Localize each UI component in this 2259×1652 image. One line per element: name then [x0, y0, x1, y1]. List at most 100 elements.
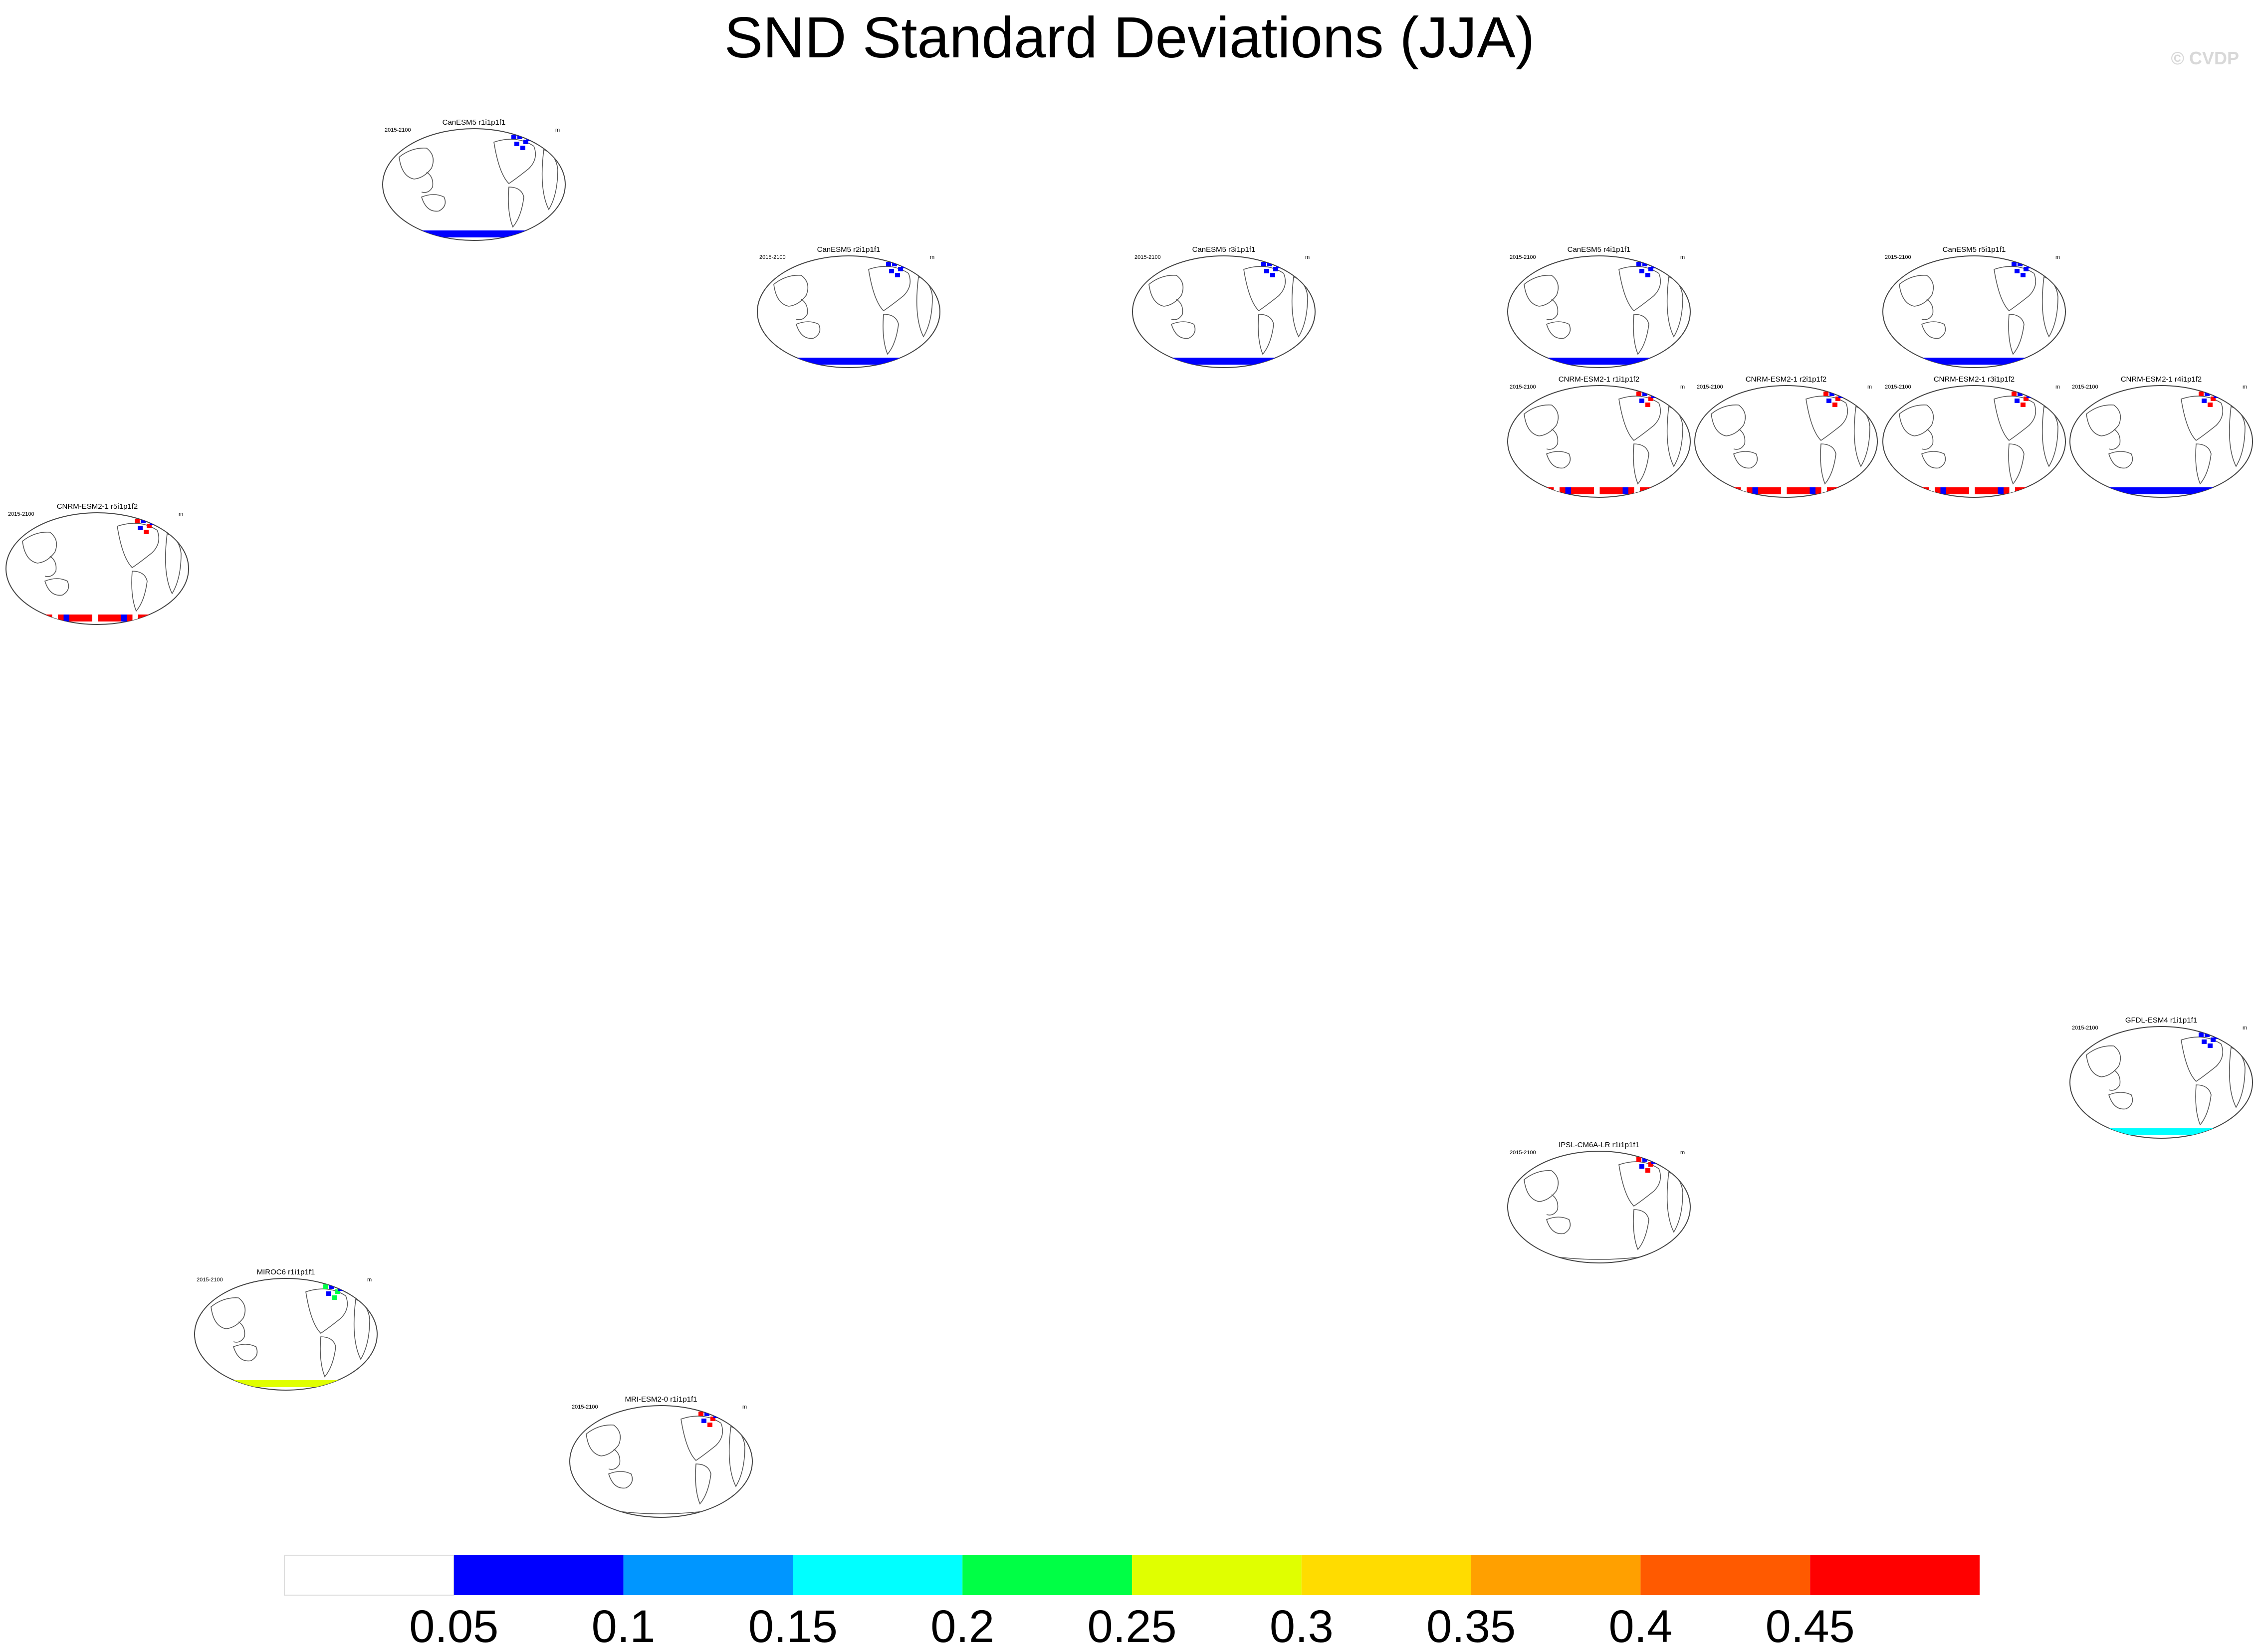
coastline: [2108, 451, 2133, 469]
coastline: [320, 1336, 336, 1378]
panel-units: m: [742, 1404, 747, 1410]
panel-period: 2015-2100: [2072, 384, 2098, 390]
panel-period: 2015-2100: [1510, 1150, 1536, 1156]
map-panel: CanESM5 r3i1p1f1 2015-2100 m: [1132, 245, 1316, 368]
panel-units: m: [1680, 1150, 1685, 1156]
panel-period: 2015-2100: [1885, 254, 1911, 260]
colorbar-swatch: [1810, 1555, 1980, 1595]
coastline: [211, 1297, 246, 1329]
colorbar-tick-label: 0.15: [748, 1601, 838, 1652]
panel-period: 2015-2100: [1510, 254, 1536, 260]
panel-units: m: [367, 1277, 372, 1283]
coastline: [2041, 406, 2058, 467]
coastline: [1711, 405, 1746, 436]
coastline: [1921, 428, 1934, 450]
panel-units: m: [2055, 384, 2060, 390]
colorbar-swatch: [1132, 1555, 1302, 1595]
coastline: [2008, 443, 2025, 485]
colorbar-tick-label: 0.05: [409, 1601, 498, 1652]
coastline: [2229, 406, 2246, 467]
coastline: [1899, 275, 1934, 307]
map-panel: CanESM5 r4i1p1f1 2015-2100 m: [1507, 245, 1691, 368]
coastline: [916, 276, 933, 338]
coastline: [44, 578, 69, 596]
coastline: [2008, 314, 2025, 355]
coastline: [1633, 1209, 1649, 1250]
map-panel: CNRM-ESM2-1 r1i1p1f2 2015-2100 m: [1507, 375, 1691, 498]
coastline: [1148, 275, 1184, 307]
panel-period: 2015-2100: [197, 1277, 223, 1283]
panel-units: m: [555, 127, 560, 133]
globe-outline: [1507, 1151, 1691, 1263]
panel-units: m: [2055, 254, 2060, 260]
coastline: [1921, 299, 1934, 320]
coastline: [1806, 396, 1848, 441]
globe-outline: [569, 1405, 753, 1518]
coastline: [1546, 1194, 1559, 1216]
colorbar-tick-label: 0.2: [930, 1601, 994, 1652]
panel-title: CNRM-ESM2-1 r4i1p1f2: [2121, 375, 2202, 384]
panel-title: CNRM-ESM2-1 r2i1p1f2: [1746, 375, 1827, 384]
panel-period: 2015-2100: [1510, 384, 1536, 390]
panel-units: m: [179, 511, 183, 517]
colorbar-swatch: [1301, 1555, 1471, 1595]
map-panel: GFDL-ESM4 r1i1p1f1 2015-2100 m: [2069, 1016, 2253, 1139]
map-panel: CNRM-ESM2-1 r5i1p1f2 2015-2100 m: [5, 502, 189, 625]
panel-title: CNRM-ESM2-1 r5i1p1f2: [57, 502, 138, 511]
coastline: [165, 533, 182, 595]
coastline: [117, 523, 160, 569]
panel-title: CNRM-ESM2-1 r1i1p1f2: [1559, 375, 1640, 384]
colorbar-tick-label: 0.35: [1426, 1601, 1516, 1652]
coastline: [1546, 1217, 1571, 1235]
panel-title: CNRM-ESM2-1 r3i1p1f2: [1934, 375, 2015, 384]
coastline: [2195, 443, 2212, 485]
coastline: [1666, 1171, 1683, 1233]
map-panel: CanESM5 r5i1p1f1 2015-2100 m: [1882, 245, 2066, 368]
coastline: [796, 321, 821, 339]
coastline: [1921, 451, 1946, 469]
coastline: [586, 1425, 621, 1456]
coastline: [1618, 266, 1661, 312]
coastline: [2108, 1092, 2133, 1110]
coastline: [1524, 1170, 1559, 1202]
panel-units: m: [1305, 254, 1310, 260]
panel-period: 2015-2100: [572, 1404, 598, 1410]
colorbar-tick-label: 0.45: [1766, 1601, 1855, 1652]
coastline: [1733, 428, 1746, 450]
coastline: [1666, 276, 1683, 338]
coastline: [353, 1298, 370, 1360]
globe-outline: [1507, 385, 1691, 498]
coastline: [1633, 314, 1649, 355]
coastline: [2181, 1036, 2224, 1082]
globe-outline: [382, 128, 566, 241]
colorbar-swatch: [284, 1555, 454, 1596]
map-panel: CanESM5 r2i1p1f1 2015-2100 m: [757, 245, 940, 368]
coastline: [1546, 451, 1571, 469]
panel-units: m: [1680, 254, 1685, 260]
panel-title: GFDL-ESM4 r1i1p1f1: [2125, 1016, 2197, 1025]
coastline: [1546, 428, 1559, 450]
coastline: [883, 314, 899, 355]
panel-period: 2015-2100: [385, 127, 411, 133]
credit-watermark: © CVDP: [2171, 48, 2239, 68]
coastline: [399, 148, 434, 180]
globe-outline: [2069, 1026, 2253, 1139]
coastline: [2086, 1045, 2121, 1077]
globe-outline: [1132, 255, 1316, 368]
map-panel: CanESM5 r1i1p1f1 2015-2100 m: [382, 118, 566, 241]
coastline: [2108, 1069, 2121, 1091]
colorbar-swatch: [453, 1555, 624, 1595]
coastline: [1546, 321, 1571, 339]
coastline: [1524, 405, 1559, 436]
coastline: [868, 266, 911, 312]
coastline: [1820, 443, 1836, 485]
globe-outline: [1882, 385, 2066, 498]
panel-units: m: [930, 254, 934, 260]
page-title: SND Standard Deviations (JJA): [724, 5, 1535, 70]
panel-title: IPSL-CM6A-LR r1i1p1f1: [1559, 1141, 1639, 1149]
coastline: [2229, 1046, 2246, 1108]
coastline: [22, 532, 57, 564]
coastline: [131, 571, 148, 612]
colorbar-swatch: [962, 1555, 1132, 1595]
